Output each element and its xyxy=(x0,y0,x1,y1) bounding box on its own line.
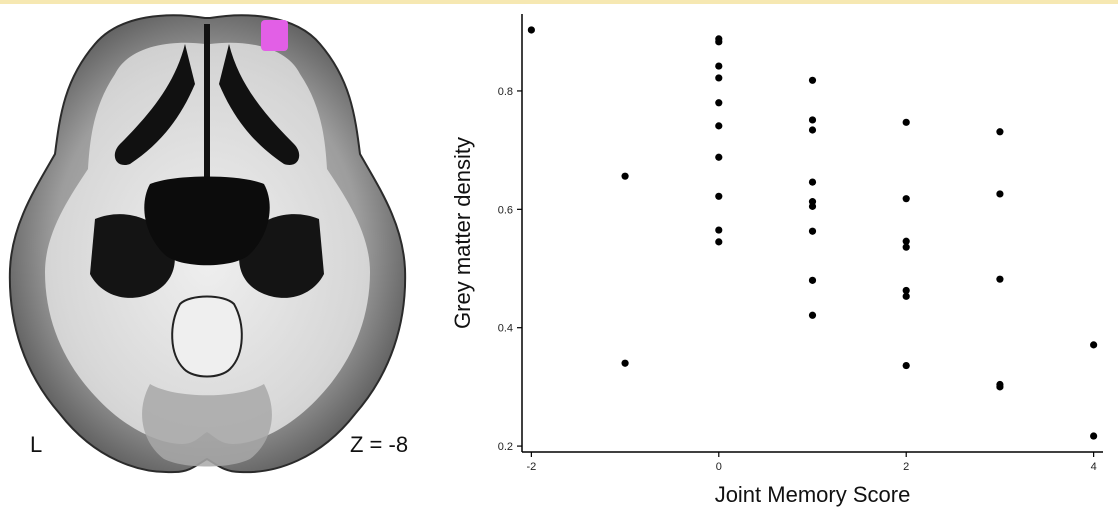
y-tick-label: 0.6 xyxy=(498,204,513,216)
data-point xyxy=(902,237,910,245)
x-axis-label: Joint Memory Score xyxy=(715,482,911,507)
data-point xyxy=(902,361,910,370)
data-point xyxy=(1090,432,1098,440)
data-point xyxy=(715,192,723,200)
chart-ticks: -2 0 2 4 0.2 0.4 0.6 0.8 xyxy=(498,86,1097,473)
data-point xyxy=(808,116,817,124)
x-tick-label: 4 xyxy=(1091,461,1097,473)
top-band xyxy=(0,0,1118,4)
data-point xyxy=(902,286,910,295)
chart-points xyxy=(527,26,1098,440)
brain-slice-panel: L Z = -8 xyxy=(0,4,430,511)
scatter-chart-panel: -2 0 2 4 0.2 0.4 0.6 0.8 Joint Memory Score Gre… xyxy=(430,0,1118,511)
data-point xyxy=(808,178,817,186)
y-tick-label: 0.8 xyxy=(498,86,513,98)
data-point xyxy=(996,383,1004,391)
hemisphere-label: L xyxy=(30,432,43,457)
data-point xyxy=(621,359,629,367)
data-point xyxy=(808,227,817,235)
data-point xyxy=(715,226,723,234)
right-frontal-sulcus xyxy=(219,44,300,165)
data-point xyxy=(902,292,910,300)
brainstem xyxy=(171,295,243,378)
data-point xyxy=(902,118,910,126)
x-tick-label: -2 xyxy=(526,461,536,473)
data-point xyxy=(715,238,723,246)
y-axis-label: Grey matter density xyxy=(450,137,475,329)
data-point xyxy=(715,74,723,82)
data-point xyxy=(996,128,1004,136)
data-point xyxy=(715,38,723,46)
data-point xyxy=(902,243,910,251)
highlight-cluster xyxy=(261,20,288,51)
data-point xyxy=(808,311,817,319)
x-tick-label: 0 xyxy=(716,461,722,473)
data-point xyxy=(808,276,817,284)
y-tick-label: 0.4 xyxy=(498,323,513,335)
data-point xyxy=(996,190,1004,198)
y-tick-label: 0.2 xyxy=(498,441,513,453)
scatter-chart: -2 0 2 4 0.2 0.4 0.6 0.8 Joint Memory Score Gre… xyxy=(450,14,1103,507)
data-point xyxy=(715,153,723,161)
data-point xyxy=(808,202,817,210)
data-point xyxy=(621,172,629,180)
cerebellum xyxy=(142,384,272,467)
data-point xyxy=(808,76,817,84)
data-point xyxy=(715,122,723,130)
data-point xyxy=(715,62,723,70)
data-point xyxy=(902,195,910,203)
brain-slice-image xyxy=(8,14,407,474)
slice-label: Z = -8 xyxy=(350,432,409,457)
data-point xyxy=(1090,341,1098,349)
chart-axes xyxy=(521,14,1103,453)
x-tick-label: 2 xyxy=(903,461,909,473)
central-dark-region xyxy=(144,176,270,266)
data-point xyxy=(996,275,1004,283)
left-frontal-sulcus xyxy=(114,44,195,165)
data-point xyxy=(808,126,817,134)
data-point xyxy=(715,99,723,107)
data-point xyxy=(527,26,535,34)
